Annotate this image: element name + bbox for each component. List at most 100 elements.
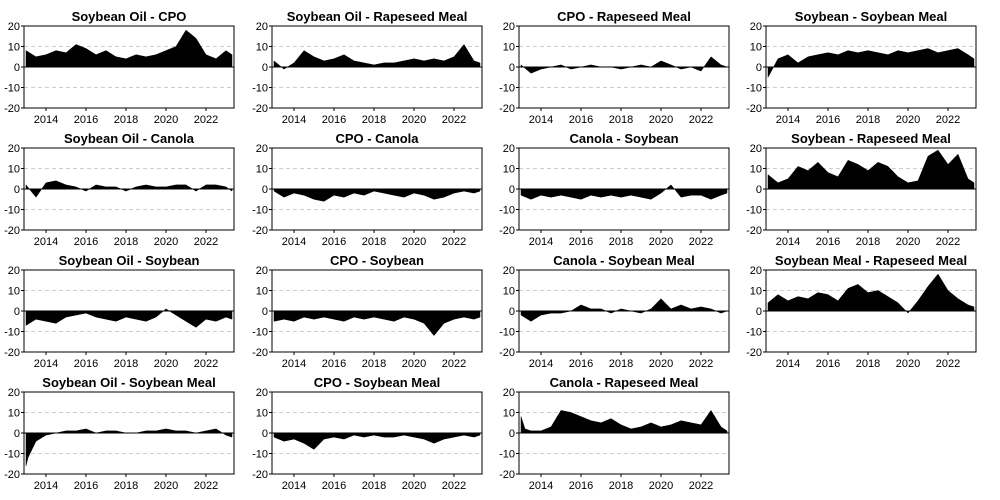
y-tick-label: 10 — [256, 286, 268, 298]
y-tick-label: 10 — [8, 42, 20, 54]
panel-13: Soybean Oil - Soybean Meal -20 -10 0 10 20 201… — [4, 375, 235, 492]
series-area — [273, 310, 481, 336]
y-tick-label: -10 — [252, 205, 268, 217]
series-area — [767, 149, 975, 190]
x-tick-label: 2022 — [936, 236, 960, 248]
y-tick-label: -10 — [252, 449, 268, 461]
y-tick-label: 20 — [503, 143, 515, 155]
x-tick-label: 2018 — [362, 236, 386, 248]
x-tick-label: 2022 — [194, 480, 218, 492]
x-tick-label: 2018 — [114, 480, 138, 492]
panel-title: Canola - Soybean Meal — [553, 253, 695, 268]
x-tick-label: 2016 — [74, 114, 98, 126]
y-tick-label: 0 — [14, 62, 20, 74]
x-tick-label: 2018 — [856, 114, 880, 126]
y-tick-label: 10 — [8, 286, 20, 298]
y-tick-label: -20 — [252, 469, 268, 481]
y-tick-label: 0 — [509, 428, 515, 440]
y-tick-label: 20 — [750, 265, 762, 277]
y-tick-label: -20 — [252, 103, 268, 115]
panel-6: CPO - Canola -20 -10 0 10 20 2014 2016 2018 2020 2… — [252, 131, 483, 248]
y-tick-label: -10 — [4, 83, 20, 95]
y-tick-label: 20 — [750, 143, 762, 155]
series-area — [25, 428, 233, 466]
x-tick-label: 2018 — [609, 358, 633, 370]
y-tick-label: -20 — [252, 225, 268, 237]
y-tick-label: 0 — [262, 184, 268, 196]
x-tick-label: 2014 — [529, 114, 553, 126]
x-tick-label: 2020 — [154, 236, 178, 248]
panel-title: CPO - Soybean — [330, 253, 424, 268]
x-tick-label: 2018 — [856, 236, 880, 248]
y-tick-label: 0 — [262, 62, 268, 74]
panel-title: Soybean Oil - CPO — [72, 9, 187, 24]
x-tick-label: 2016 — [569, 358, 593, 370]
x-tick-label: 2014 — [282, 480, 306, 492]
x-tick-label: 2022 — [442, 480, 466, 492]
panel-title: Soybean - Soybean Meal — [795, 9, 947, 24]
y-tick-label: 0 — [14, 184, 20, 196]
series-area — [273, 188, 481, 202]
x-tick-label: 2022 — [689, 114, 713, 126]
x-tick-label: 2020 — [402, 358, 426, 370]
y-tick-label: 10 — [256, 408, 268, 420]
y-tick-label: -20 — [499, 225, 515, 237]
x-tick-label: 2018 — [609, 480, 633, 492]
x-tick-label: 2016 — [569, 236, 593, 248]
x-tick-label: 2016 — [569, 480, 593, 492]
x-tick-label: 2014 — [282, 114, 306, 126]
panel-10: CPO - Soybean -20 -10 0 10 20 2014 2016 2018 2020… — [252, 253, 483, 370]
y-tick-label: 10 — [750, 164, 762, 176]
y-tick-label: 0 — [756, 184, 762, 196]
x-tick-label: 2020 — [154, 358, 178, 370]
x-tick-label: 2022 — [689, 358, 713, 370]
x-tick-label: 2018 — [609, 236, 633, 248]
x-tick-label: 2016 — [74, 480, 98, 492]
x-tick-label: 2018 — [362, 480, 386, 492]
x-tick-label: 2016 — [322, 114, 346, 126]
y-tick-label: -20 — [499, 103, 515, 115]
x-tick-label: 2018 — [856, 358, 880, 370]
y-tick-label: 20 — [8, 265, 20, 277]
x-tick-label: 2022 — [689, 480, 713, 492]
y-tick-label: -20 — [4, 103, 20, 115]
y-tick-label: 0 — [509, 306, 515, 318]
x-tick-label: 2022 — [442, 114, 466, 126]
y-tick-label: 10 — [750, 42, 762, 54]
x-tick-label: 2018 — [609, 114, 633, 126]
panel-title: Soybean Oil - Soybean — [59, 253, 200, 268]
panel-title: Canola - Rapeseed Meal — [550, 375, 699, 390]
x-tick-label: 2014 — [282, 236, 306, 248]
y-tick-label: -20 — [4, 225, 20, 237]
x-tick-label: 2020 — [402, 114, 426, 126]
series-area — [273, 44, 481, 70]
x-tick-label: 2020 — [896, 358, 920, 370]
y-tick-label: 20 — [256, 21, 268, 33]
x-tick-label: 2020 — [649, 114, 673, 126]
y-tick-label: -10 — [4, 449, 20, 461]
panel-title: CPO - Rapeseed Meal — [557, 9, 691, 24]
series-area — [520, 409, 728, 434]
y-tick-label: 10 — [750, 286, 762, 298]
y-tick-label: 20 — [8, 143, 20, 155]
x-tick-label: 2016 — [74, 236, 98, 248]
panel-title: Canola - Soybean — [569, 131, 678, 146]
x-tick-label: 2020 — [896, 114, 920, 126]
y-tick-label: -20 — [499, 469, 515, 481]
y-tick-label: -20 — [4, 347, 20, 359]
y-tick-label: 10 — [503, 164, 515, 176]
panel-11: Canola - Soybean Meal -20 -10 0 10 20 2014 2016… — [499, 253, 730, 370]
x-tick-label: 2014 — [776, 236, 800, 248]
x-tick-label: 2022 — [936, 358, 960, 370]
x-tick-label: 2016 — [816, 358, 840, 370]
y-tick-label: 10 — [503, 408, 515, 420]
x-tick-label: 2022 — [194, 114, 218, 126]
x-tick-label: 2016 — [322, 358, 346, 370]
series-area — [520, 56, 728, 74]
y-tick-label: 0 — [509, 62, 515, 74]
y-tick-label: -20 — [252, 347, 268, 359]
panel-title: Soybean Oil - Canola — [64, 131, 195, 146]
x-tick-label: 2016 — [74, 358, 98, 370]
x-tick-label: 2022 — [689, 236, 713, 248]
x-tick-label: 2014 — [529, 480, 553, 492]
